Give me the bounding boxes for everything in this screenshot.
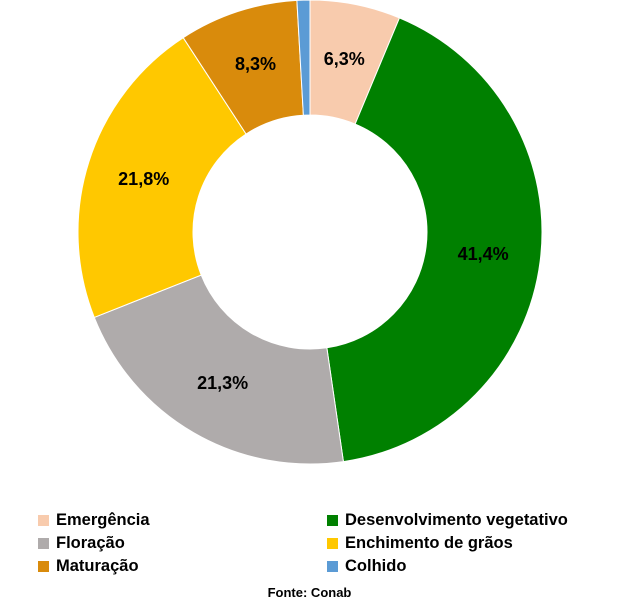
legend-label-maturacao: Maturação: [56, 557, 139, 575]
legend-item-maturacao: Maturação: [38, 555, 139, 577]
data-label-floracao: 21,3%: [197, 373, 248, 393]
chart-legend: Emergência Desenvolvimento vegetativo Fl…: [0, 507, 619, 582]
legend-item-enchimento-de-graos: Enchimento de grãos: [327, 532, 513, 554]
slice-desenvolvimento-vegetativo: [326, 17, 543, 463]
legend-swatch-desenvolvimento-vegetativo: [327, 514, 338, 526]
legend-item-emergencia: Emergência: [38, 509, 150, 531]
data-label-maturacao: 8,3%: [235, 54, 276, 74]
slice-enchimento-de-graos: [77, 37, 247, 319]
source-note: Fonte: Conab: [267, 585, 352, 600]
data-label-enchimento-de-graos: 21,8%: [118, 169, 169, 189]
legend-item-colhido: Colhido: [327, 555, 406, 577]
data-label-emergencia: 6,3%: [324, 49, 365, 69]
legend-label-emergencia: Emergência: [56, 511, 150, 529]
data-label-desenvolvimento-vegetativo: 41,4%: [458, 244, 509, 264]
donut-chart: 6,3% 41,4% 21,3% 21,8% 8,3%: [77, 0, 543, 465]
legend-label-colhido: Colhido: [345, 557, 407, 575]
legend-swatch-floracao: [38, 537, 49, 549]
legend-item-floracao: Floração: [38, 532, 125, 554]
legend-label-floracao: Floração: [56, 534, 125, 552]
donut-data-labels: 6,3% 41,4% 21,3% 21,8% 8,3%: [118, 49, 508, 393]
legend-swatch-enchimento-de-graos: [327, 537, 338, 549]
legend-swatch-emergencia: [38, 514, 49, 526]
legend-swatch-maturacao: [38, 560, 49, 572]
legend-item-desenvolvimento-vegetativo: Desenvolvimento vegetativo: [327, 509, 568, 531]
slice-colhido: [296, 0, 311, 116]
donut-chart-svg: 6,3% 41,4% 21,3% 21,8% 8,3%: [77, 0, 543, 465]
donut-slices: [77, 0, 543, 465]
legend-label-desenvolvimento-vegetativo: Desenvolvimento vegetativo: [345, 511, 568, 529]
legend-label-enchimento-de-graos: Enchimento de grãos: [345, 534, 513, 552]
legend-swatch-colhido: [327, 560, 338, 572]
slice-floracao: [93, 274, 344, 465]
